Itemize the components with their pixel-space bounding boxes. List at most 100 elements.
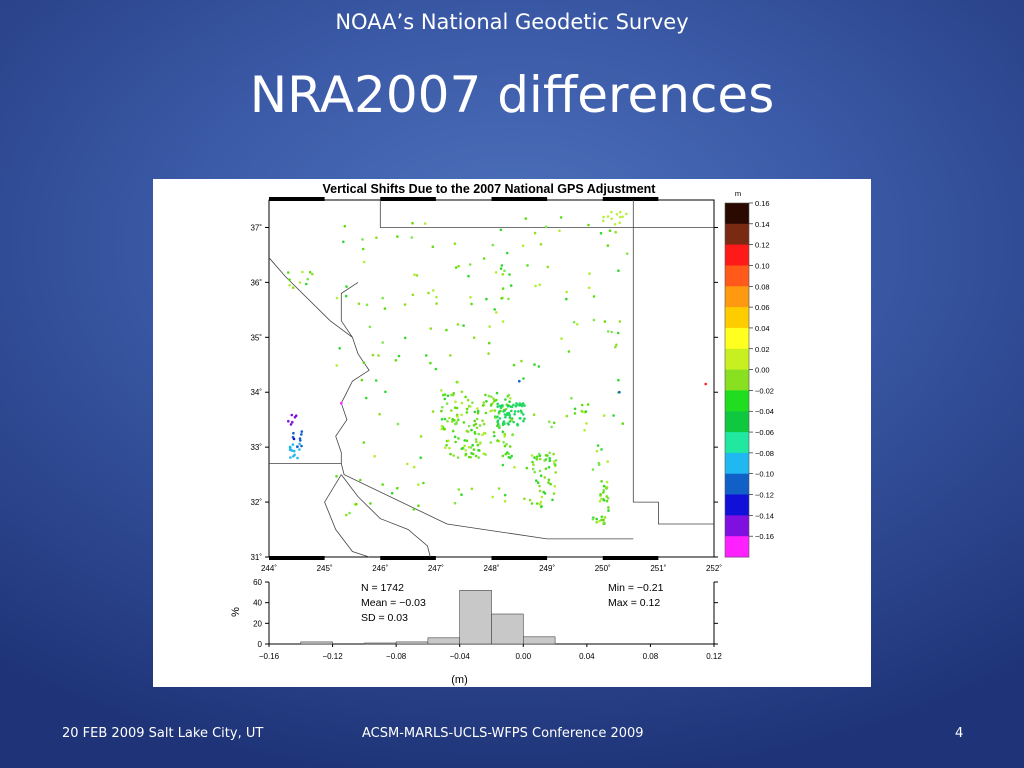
frame-bar-bottom [491,556,548,560]
survey-point [522,413,525,416]
survey-point [621,422,625,425]
survey-point [453,435,457,439]
survey-point [417,504,420,508]
colorbar-swatch [725,494,749,516]
survey-point [508,416,512,419]
survey-point [538,469,542,473]
survey-point [465,411,469,414]
survey-point [535,455,539,459]
survey-point [536,481,540,485]
survey-point [467,424,471,428]
survey-point [454,266,458,269]
survey-point [548,420,551,424]
frame-bar-bottom [602,556,659,560]
survey-point [499,228,503,232]
frame-bar-top [269,197,325,201]
survey-point [512,420,515,424]
survey-point [507,297,510,301]
survey-point [445,328,448,332]
colorado-river [335,282,370,464]
survey-point [288,278,291,281]
survey-point [298,448,301,451]
survey-point [560,337,563,340]
hist-stat-right: Min = −0.21 [608,582,664,594]
figure-panel: Vertical Shifts Due to the 2007 National… [153,179,871,687]
survey-point [621,215,624,219]
colorbar-swatch [725,411,749,433]
survey-point [435,295,438,299]
survey-point [538,489,542,493]
survey-point [287,271,290,274]
survey-point [505,251,509,255]
colorbar-label: −0.16 [755,532,774,541]
survey-point [602,521,606,524]
survey-point [600,480,603,483]
y-tick-label: 33˚ [250,443,262,452]
survey-point [465,429,469,433]
survey-point [287,419,290,423]
y-tick-label: 35˚ [250,333,262,342]
survey-point [606,244,610,247]
survey-point [512,403,515,407]
survey-point [448,416,451,420]
shift-map: 31˚ 32˚ 33˚ 34˚ 35˚ 36˚ 37˚ 244˚ 245˚ 246˚ 247˚ 248… [250,197,722,573]
colorbar-label: 0.00 [755,366,770,375]
survey-point [518,379,521,383]
survey-point [467,274,470,278]
survey-point [291,443,295,446]
survey-point [501,287,505,290]
survey-point [543,476,547,479]
survey-point [542,490,545,494]
survey-point [612,414,615,417]
survey-point [618,320,622,323]
survey-point [600,497,603,501]
survey-point [503,493,507,497]
survey-point [588,272,591,275]
survey-point [501,404,504,407]
survey-point [456,456,460,459]
slide-title: NRA2007 differences [249,66,775,124]
survey-point [442,393,445,397]
survey-point [544,467,548,471]
survey-point [443,417,447,421]
survey-point [535,458,539,461]
survey-point [533,363,536,366]
survey-point [453,501,457,505]
survey-point [448,446,451,450]
survey-point [474,454,478,458]
survey-point [603,516,607,519]
survey-point [484,393,487,397]
survey-point [509,405,513,408]
survey-point [360,378,364,382]
survey-point [587,286,591,290]
survey-point [504,398,507,401]
survey-point [470,428,473,432]
survey-point [501,273,505,276]
survey-point [451,429,455,433]
y-tick-label: 34˚ [250,388,262,397]
survey-point [491,243,495,247]
survey-point [501,463,505,467]
survey-point [608,229,612,232]
survey-point [482,422,486,426]
survey-point [602,491,605,494]
california-nevada-border [268,257,353,338]
survey-point [471,401,474,404]
colorbar-label: 0.12 [755,241,770,250]
survey-point [539,474,543,478]
survey-point [475,426,479,430]
survey-point [344,294,348,298]
x-tick-label: 251˚ [650,564,666,573]
survey-point [489,441,493,444]
survey-point [447,439,450,443]
survey-point [485,400,488,403]
survey-point [289,423,293,426]
survey-point [499,406,503,410]
survey-point [521,244,525,248]
survey-point [494,271,498,274]
survey-point [602,215,605,219]
survey-point [362,260,366,264]
new-mexico-border [632,200,714,525]
survey-point [454,440,457,444]
survey-point [411,221,414,225]
